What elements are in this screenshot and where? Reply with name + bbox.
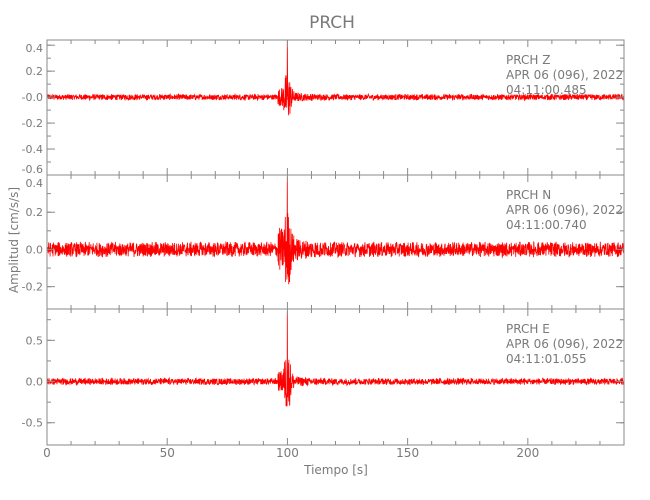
y-tick-label: 0.2 [26,65,44,78]
y-tick-label: -0.5 [22,417,43,430]
y-tick-label: -0.2 [22,281,43,294]
y-tick-label: -0.4 [22,143,43,156]
x-tick-label: 200 [516,446,539,460]
y-tick-label: 0.5 [26,334,44,347]
y-axis-label: Amplitud [cm/s/s] [7,187,21,293]
time-label: 04:11:01.055 [506,352,587,366]
y-tick-label: -0.0 [22,91,43,104]
waveform-trace [46,176,625,285]
y-tick-label: 0.0 [26,376,44,389]
station-channel: PRCH N [506,188,551,202]
date-label: APR 06 (096), 2022 [506,68,623,82]
station-channel: PRCH Z [506,53,550,67]
x-tick-label: 100 [276,446,299,460]
waveform-trace [46,39,625,116]
x-axis-label: Tiempo [s] [303,463,368,477]
time-label: 04:11:00.740 [506,218,587,232]
y-tick-label: -0.2 [22,117,43,130]
chart-title: PRCH [309,13,355,33]
y-tick-label: 0.4 [26,42,44,55]
y-tick-label: 0.2 [26,206,44,219]
x-tick-label: 0 [43,446,51,460]
y-tick-label: 0.4 [26,177,44,190]
y-tick-label: 0.0 [26,243,44,256]
time-label: 04:11:00.485 [506,83,587,97]
x-tick-label: 50 [160,446,175,460]
waveform-trace [46,311,625,407]
date-label: APR 06 (096), 2022 [506,337,623,351]
date-label: APR 06 (096), 2022 [506,203,623,217]
x-tick-label: 150 [396,446,419,460]
y-tick-label: -0.6 [22,163,43,176]
station-channel: PRCH E [506,322,550,336]
